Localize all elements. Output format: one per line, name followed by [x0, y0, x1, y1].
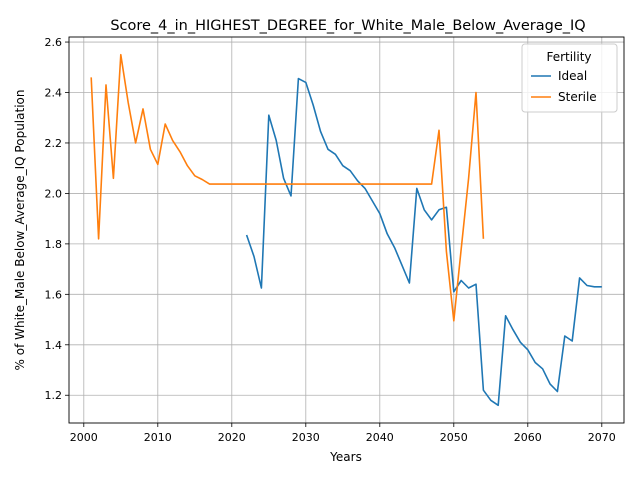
x-tick-label: 2000	[70, 431, 98, 444]
series-line-ideal	[245, 77, 602, 407]
y-tick-label: 1.4	[45, 339, 63, 352]
x-tick-label: 2020	[218, 431, 246, 444]
y-axis-ticks: 1.2 1.4 1.6 1.8 2.0 2.2 2.4 2.6	[45, 36, 69, 402]
y-tick-label: 2.4	[45, 87, 63, 100]
grid	[69, 37, 624, 423]
x-tick-label: 2010	[144, 431, 172, 444]
y-tick-label: 2.2	[45, 137, 63, 150]
x-axis-label: Years	[329, 450, 362, 464]
y-axis-label: % of White_Male Below_Average_IQ Populat…	[13, 90, 27, 371]
x-tick-label: 2040	[366, 431, 394, 444]
y-tick-label: 1.8	[45, 238, 63, 251]
legend-label-ideal: Ideal	[558, 69, 587, 83]
legend-label-sterile: Sterile	[558, 90, 597, 104]
x-tick-label: 2030	[292, 431, 320, 444]
y-tick-label: 1.2	[45, 389, 63, 402]
legend-box	[521, 43, 618, 113]
y-tick-label: 2.0	[45, 187, 63, 200]
plot-frame	[68, 36, 625, 424]
series-line-sterile	[90, 53, 485, 322]
x-tick-label: 2070	[588, 431, 616, 444]
y-tick-label: 1.6	[45, 288, 63, 301]
x-axis-ticks: 2000 2010 2020 2030 2040 2050 2060 2070	[70, 423, 616, 444]
y-tick-label: 2.6	[45, 36, 63, 49]
x-tick-label: 2050	[440, 431, 468, 444]
legend-title: Fertility	[546, 50, 591, 64]
series-lines	[90, 53, 602, 407]
legend: Fertility Ideal Sterile	[521, 43, 618, 113]
chart-title: Score_4_in_HIGHEST_DEGREE_for_White_Male…	[110, 18, 585, 34]
x-tick-label: 2060	[514, 431, 542, 444]
